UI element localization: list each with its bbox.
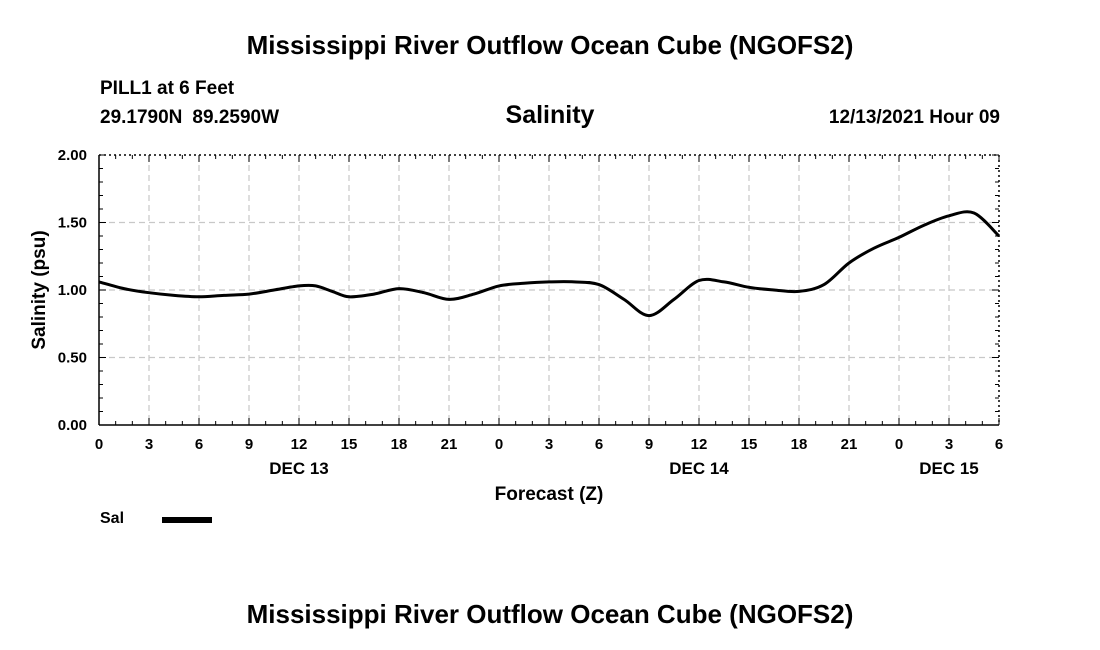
- x-tick-label: 6: [995, 436, 1003, 453]
- x-tick-label: 6: [195, 436, 203, 453]
- legend-label: Sal: [100, 510, 125, 527]
- y-tick-label: 0.00: [58, 417, 87, 434]
- x-tick-label: 15: [741, 436, 758, 453]
- day-label: DEC 14: [669, 459, 729, 478]
- y-tick-label: 0.50: [58, 350, 87, 367]
- x-tick-label: 18: [391, 436, 408, 453]
- x-tick-label: 12: [291, 436, 308, 453]
- station-label: PILL1 at 6 Feet: [100, 78, 235, 99]
- x-tick-label: 18: [791, 436, 808, 453]
- grid-lines: [99, 155, 999, 425]
- x-tick-label: 6: [595, 436, 603, 453]
- y-tick-label: 1.00: [58, 282, 87, 299]
- y-tick-label: 1.50: [58, 215, 87, 232]
- y-tick-label: 2.00: [58, 147, 87, 164]
- x-tick-label: 21: [441, 436, 458, 453]
- series-layer: [98, 210, 1001, 318]
- x-tick-label: 12: [691, 436, 708, 453]
- x-tick-label: 0: [495, 436, 503, 453]
- day-label: DEC 13: [269, 459, 329, 478]
- x-tick-label: 9: [645, 436, 653, 453]
- x-tick-label: 21: [841, 436, 858, 453]
- x-tick-label: 3: [945, 436, 953, 453]
- station-latitude: 29.1790N: [100, 107, 183, 128]
- y-axis-title: Salinity (psu): [29, 230, 50, 349]
- forecast-datestamp: 12/13/2021 Hour 09: [828, 107, 1000, 128]
- footer-title: Mississippi River Outflow Ocean Cube (NG…: [246, 599, 854, 629]
- axis-labels: 0 3 6 9 12 15 18 21 0 3 6 9 12 15 18 21 0 3 6 0.00 0.50 1.00 1…: [29, 147, 1003, 505]
- x-axis-title: Forecast (Z): [495, 484, 604, 505]
- x-tick-label: 9: [245, 436, 253, 453]
- x-tick-label: 3: [545, 436, 553, 453]
- day-label: DEC 15: [919, 459, 979, 478]
- x-tick-label: 3: [145, 436, 153, 453]
- series-line-sal: [98, 210, 1001, 318]
- axes: [98, 154, 1000, 426]
- x-tick-label: 0: [95, 436, 103, 453]
- legend-swatch: [162, 517, 212, 523]
- x-tick-label: 15: [341, 436, 358, 453]
- x-tick-label: 0: [895, 436, 903, 453]
- chart-subtitle: Salinity: [505, 101, 595, 129]
- station-longitude: 89.2590W: [192, 107, 280, 128]
- chart-title: Mississippi River Outflow Ocean Cube (NG…: [246, 30, 854, 60]
- station-coordinates: 29.1790N 89.2590W: [100, 107, 279, 129]
